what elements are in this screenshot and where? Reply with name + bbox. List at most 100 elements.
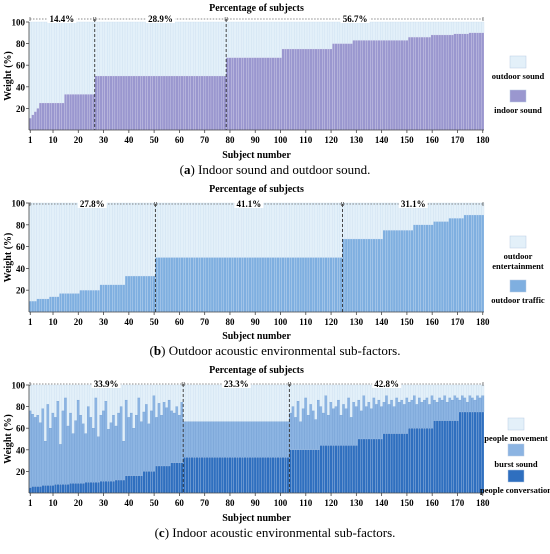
bar-b-base-131 — [357, 238, 361, 313]
bar-b-base-77 — [220, 257, 224, 313]
bar-b-base-30 — [102, 284, 105, 313]
bar-b-remainder-69 — [200, 202, 204, 258]
bar-b-base-48 — [147, 275, 151, 313]
bar-c-base-57 — [170, 462, 174, 494]
bar-c-base-133 — [362, 438, 366, 494]
bar-c-middle-169 — [453, 395, 457, 421]
bar-a-base-121 — [332, 43, 335, 131]
bar-a-remainder-57 — [170, 21, 174, 77]
bar-a-remainder-70 — [203, 21, 207, 77]
bar-c-middle-81 — [231, 421, 234, 458]
bar-b-base-92 — [258, 257, 262, 313]
bar-a-remainder-74 — [213, 21, 217, 77]
bar-c-base-171 — [458, 411, 462, 494]
bar-c-remainder-161 — [433, 384, 437, 401]
bar-b-remainder-46 — [142, 202, 146, 277]
bar-c-base-137 — [372, 438, 376, 494]
x-tick-label-b-170: 170 — [451, 317, 465, 327]
bar-b-remainder-37 — [119, 202, 123, 285]
bar-b-remainder-145 — [392, 202, 396, 231]
x-tick-label-b-40: 40 — [124, 317, 134, 327]
bar-b-remainder-33 — [109, 202, 113, 285]
bar-c-middle-83 — [236, 421, 239, 458]
bar-c-remainder-171 — [458, 384, 462, 401]
bar-b-base-175 — [468, 214, 472, 313]
bar-a-remainder-15 — [64, 21, 68, 95]
bar-c-middle-109 — [301, 408, 305, 450]
bar-c-base-146 — [395, 433, 399, 494]
bar-c-remainder-24 — [86, 384, 90, 407]
bar-c-base-71 — [205, 457, 209, 494]
bar-b-remainder-15 — [64, 202, 68, 294]
bar-b-base-76 — [218, 257, 222, 313]
bar-b-base-5 — [38, 298, 42, 313]
bar-c-base-144 — [390, 433, 394, 494]
bar-c-base-83 — [236, 457, 239, 494]
bar-a-base-49 — [150, 75, 153, 131]
bar-c-middle-15 — [64, 397, 68, 485]
bar-a-remainder-12 — [56, 21, 60, 104]
bar-a-base-110 — [304, 48, 308, 131]
bar-a-remainder-164 — [440, 21, 444, 36]
x-tick-label-a-1: 1 — [28, 135, 33, 145]
bar-a-base-104 — [289, 48, 293, 131]
bar-b-remainder-104 — [289, 202, 293, 258]
bar-c-base-20 — [76, 483, 80, 494]
bar-b-remainder-143 — [387, 202, 391, 231]
x-tick-label-c-150: 150 — [400, 498, 414, 508]
bar-b-base-41 — [129, 275, 133, 313]
bar-c-remainder-40 — [127, 384, 131, 418]
x-tick-label-b-150: 150 — [400, 317, 414, 327]
bar-c-middle-12 — [56, 401, 60, 485]
bar-c-remainder-157 — [423, 384, 427, 401]
bar-a-base-73 — [210, 75, 214, 131]
bar-a-remainder-85 — [241, 21, 245, 58]
bar-c-remainder-39 — [124, 384, 128, 401]
bar-c-base-168 — [451, 420, 454, 494]
bar-a-remainder-140 — [380, 21, 384, 41]
bar-c-remainder-115 — [317, 384, 320, 401]
bar-c-base-91 — [256, 457, 260, 494]
legend-label-b-0-line2: entertainment — [492, 261, 544, 271]
bar-b-base-70 — [203, 257, 207, 313]
bar-c-middle-6 — [41, 408, 45, 486]
bar-c-middle-147 — [397, 402, 401, 434]
bar-b-base-36 — [117, 284, 121, 313]
bar-a-remainder-66 — [193, 21, 196, 77]
bar-c-base-6 — [41, 485, 45, 494]
x-axis-label-a: Subject number — [222, 150, 291, 161]
bar-c-remainder-135 — [367, 384, 371, 403]
bar-c-middle-64 — [188, 421, 191, 458]
bar-b-base-54 — [162, 257, 166, 313]
bar-b-remainder-34 — [112, 202, 116, 285]
bar-c-base-72 — [208, 457, 212, 494]
bar-b-base-161 — [433, 221, 437, 313]
bar-a-base-93 — [261, 57, 265, 131]
x-tick-label-a-130: 130 — [350, 135, 364, 145]
bar-a-remainder-139 — [377, 21, 381, 41]
bar-c-remainder-6 — [41, 384, 45, 409]
bar-a-remainder-16 — [66, 21, 70, 95]
bar-a-base-165 — [443, 34, 447, 131]
bar-b-base-83 — [236, 257, 239, 313]
bar-c-remainder-16 — [66, 384, 70, 427]
bar-c-remainder-121 — [332, 384, 336, 409]
bar-c-base-64 — [188, 457, 191, 494]
bar-a-base-76 — [218, 75, 222, 131]
bar-c-middle-56 — [167, 399, 171, 467]
bar-b-base-56 — [167, 257, 171, 313]
group-label-bg-a-0 — [47, 14, 77, 23]
bar-c-base-30 — [102, 480, 105, 494]
bar-c-base-124 — [339, 445, 343, 494]
bar-a-remainder-166 — [445, 21, 449, 36]
bar-b-remainder-127 — [347, 202, 351, 240]
bar-c-middle-128 — [349, 417, 353, 446]
bar-a-remainder-64 — [188, 21, 191, 77]
bar-a-base-32 — [107, 75, 111, 131]
bar-b-remainder-75 — [215, 202, 219, 258]
x-tick-label-c-10: 10 — [49, 498, 59, 508]
bar-c-middle-121 — [332, 408, 336, 446]
bar-c-remainder-159 — [428, 384, 432, 405]
bar-c-base-156 — [420, 428, 424, 494]
bar-c-middle-110 — [304, 397, 308, 450]
